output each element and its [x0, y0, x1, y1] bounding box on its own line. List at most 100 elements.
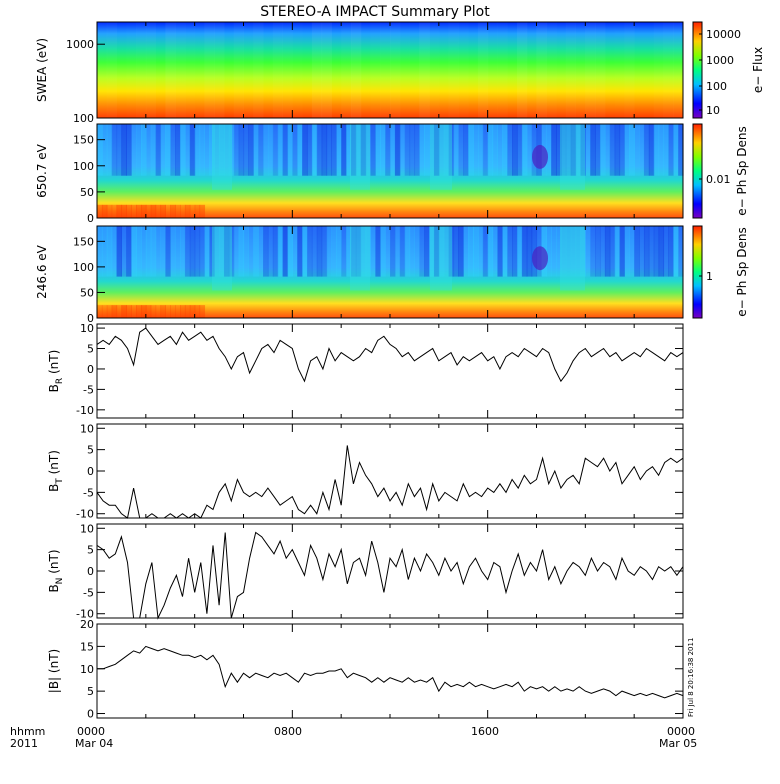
pad-246-texture	[487, 226, 494, 277]
swea-texture	[624, 22, 634, 118]
swea-texture	[429, 22, 439, 118]
pad-650-texture	[526, 124, 533, 176]
pad-650-texture	[404, 124, 411, 176]
pad-650-texture	[199, 124, 206, 176]
pad-246-texture	[233, 226, 240, 277]
pad-650-texture	[97, 124, 103, 176]
swea-texture	[634, 22, 644, 118]
pad-650-texture	[604, 124, 611, 176]
pad-246-texture	[438, 226, 445, 277]
y-tick-label: 100	[73, 112, 94, 125]
pad-246-texture	[585, 226, 591, 277]
pad-650-texture	[385, 124, 391, 176]
swea-texture	[380, 22, 390, 118]
pad-650-texture	[140, 124, 147, 176]
pad-650-texture	[663, 124, 669, 176]
pad-650-texture	[473, 124, 479, 176]
pad-650-texture	[106, 204, 113, 218]
pad-246-texture	[282, 226, 289, 277]
timestamp-stamp: Fri Jul 8 20:16:38 2011	[687, 638, 695, 717]
pad-246-texture	[526, 226, 533, 277]
pad-246-texture	[121, 226, 127, 277]
pad-650-texture	[634, 124, 640, 176]
pad-246-texture	[126, 226, 132, 277]
pad-246-texture	[399, 226, 406, 277]
pad-246-feature	[350, 226, 370, 291]
swea-texture	[527, 22, 537, 118]
pad-650-texture	[443, 124, 450, 176]
y-axis-label: 650.7 eV	[35, 143, 49, 198]
pad-246-texture	[595, 226, 601, 277]
bn-series-line	[96, 531, 684, 620]
bt-panel: 10 5 0 -5 -10 BT (nT)	[47, 422, 684, 521]
pad-246-texture	[150, 305, 157, 318]
pad-650-texture	[463, 124, 469, 176]
pad-246-texture	[590, 226, 596, 277]
y-axis-label: BN (nT)	[47, 549, 65, 592]
pad-246-texture	[473, 226, 479, 277]
pad-246-texture	[663, 226, 669, 277]
swea-texture	[576, 22, 586, 118]
pad-650-texture	[458, 124, 464, 176]
pad-246-texture	[604, 226, 611, 277]
pad-246-texture	[150, 226, 157, 277]
pad-246-texture	[145, 305, 152, 318]
swea-texture	[195, 22, 205, 118]
pad-650-texture	[482, 124, 489, 176]
pad-246-texture	[409, 226, 416, 277]
pad-246-texture	[365, 226, 372, 277]
pad-650-texture	[194, 204, 201, 218]
y-tick-label: -5	[83, 486, 94, 499]
colorbar-tick-label: 1	[706, 270, 713, 283]
pad-246-texture	[404, 226, 411, 277]
pad-650-texture	[302, 124, 308, 176]
pad-246-texture	[160, 305, 166, 318]
pad-650-texture	[580, 124, 586, 176]
pad-650-texture	[643, 124, 650, 176]
pad-650-texture	[585, 124, 591, 176]
y-axis-label: BR (nT)	[47, 350, 65, 393]
pad-650-texture	[619, 124, 625, 176]
pad-650-texture	[468, 124, 474, 176]
swea-texture	[311, 22, 323, 118]
pad-246-texture	[385, 226, 391, 277]
y-tick-label: 0	[87, 565, 94, 578]
swea-texture	[585, 22, 596, 118]
pad-650-texture	[111, 124, 118, 176]
y-axis-label: SWEA (eV)	[35, 38, 49, 102]
pad-246-texture	[155, 226, 162, 277]
swea-texture	[390, 22, 401, 118]
pad-246-texture	[565, 226, 572, 277]
pad-246-texture	[180, 226, 186, 277]
pad-650-texture	[556, 124, 562, 176]
br-series-line	[96, 327, 684, 383]
y-tick-label: 0	[87, 708, 94, 721]
pad-246-texture	[140, 226, 147, 277]
pad-650-texture	[419, 124, 425, 176]
pad-650-texture	[199, 204, 206, 218]
y-axis-label: 246.6 eV	[35, 244, 49, 299]
y-tick-label: 1000	[66, 38, 94, 51]
pad-650-texture	[243, 124, 249, 176]
pad-650-texture	[297, 124, 303, 176]
pad-246-texture	[512, 226, 518, 277]
pad-246-texture	[136, 226, 142, 277]
pad-650-texture	[599, 124, 606, 176]
pad-650-texture	[116, 204, 123, 218]
pad-650-texture	[648, 124, 655, 176]
date-tick-0: Mar 04	[75, 737, 113, 750]
pad-650-texture	[136, 204, 142, 218]
pad-650-texture	[277, 124, 284, 176]
pad-650-texture	[126, 124, 132, 176]
pad-246-texture	[155, 305, 162, 318]
swea-spectrogram	[97, 22, 683, 118]
pad-246-texture	[521, 226, 528, 277]
pad-246-texture	[394, 226, 401, 277]
pad-246-texture	[414, 226, 420, 277]
pad-650-texture	[272, 124, 279, 176]
pad-650-texture	[219, 124, 225, 176]
pad-650-texture	[204, 124, 210, 176]
swea-texture	[507, 22, 517, 118]
swea-texture	[321, 22, 332, 118]
pad-246-feature	[212, 226, 232, 291]
